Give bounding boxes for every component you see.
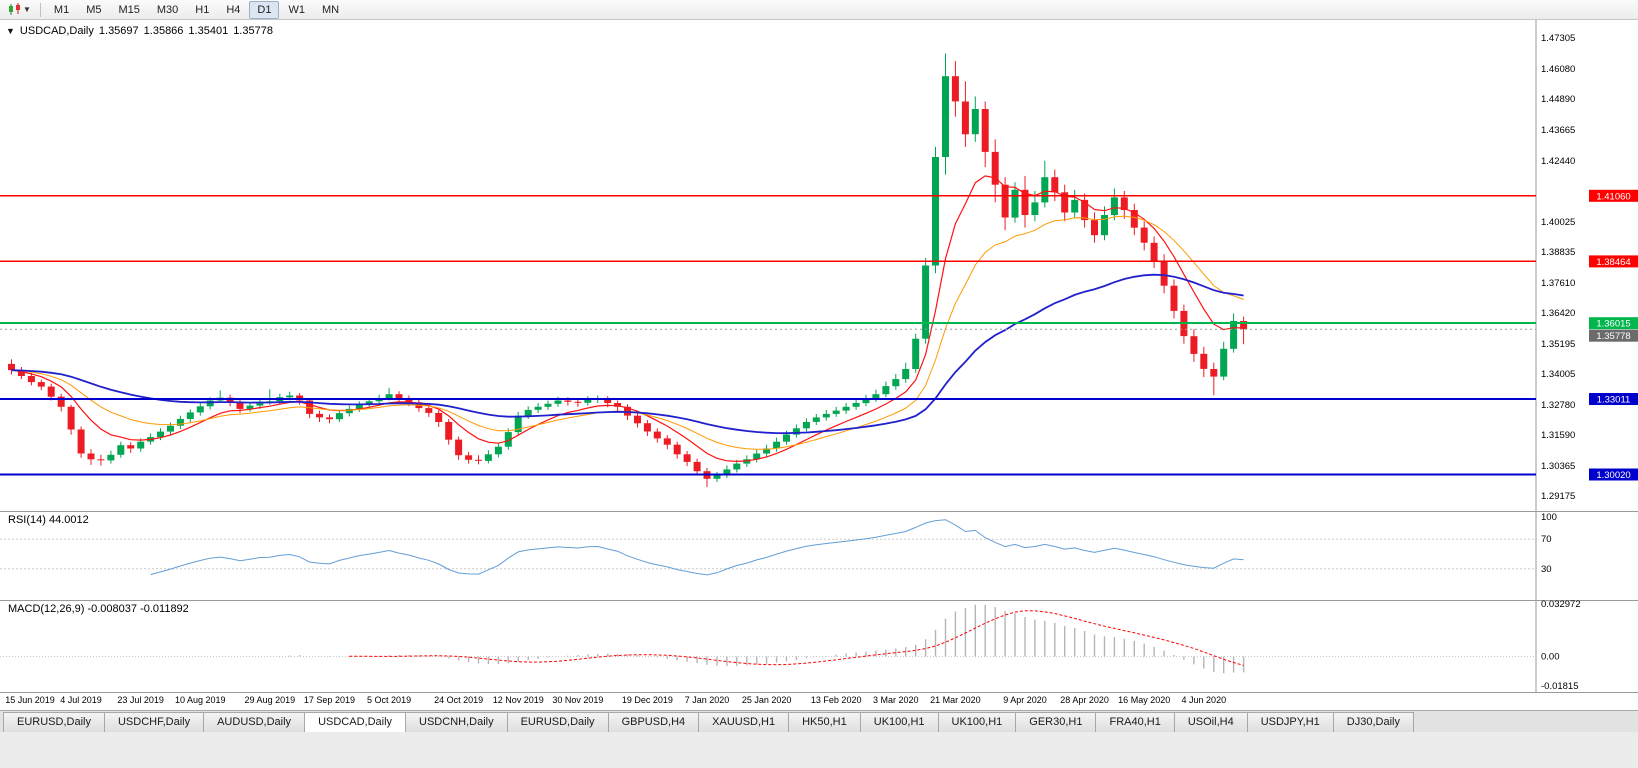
time-axis-label: 21 Mar 2020 [930,695,981,705]
rsi-indicator-label: RSI(14) 44.0012 [8,514,89,526]
timeframe-button-m30[interactable]: M30 [156,3,179,16]
svg-text:1.46080: 1.46080 [1541,64,1575,75]
svg-text:1.30020: 1.30020 [1596,470,1630,481]
time-axis-label: 19 Dec 2019 [621,695,673,705]
ohlc-open: 1.35697 [98,25,139,37]
time-axis[interactable]: 15 Jun 2019 4 Jul 2019 23 Jul 2019 10 Aug 2… [0,692,1638,710]
time-axis-label: 3 Mar 2020 [873,695,919,705]
ohlc-high: 1.35866 [143,25,184,37]
svg-text:1.36015: 1.36015 [1596,319,1630,330]
rsi-panel-canvas[interactable]: 100 70 30 [0,511,1638,600]
svg-text:1.43665: 1.43665 [1541,125,1575,136]
toolbar-separator [39,2,41,17]
time-axis-label: 10 Aug 2019 [175,695,226,705]
time-axis-label: 16 May 2020 [1118,695,1171,705]
timeframe-buttons: M1 M5 M15 M30 H1 H4 D1 W1 MN [46,0,347,19]
time-axis-label: 25 Jan 2020 [741,695,792,705]
time-axis-label: 13 Feb 2020 [810,695,862,705]
svg-text:1.36420: 1.36420 [1541,308,1575,319]
time-axis-label: 12 Nov 2019 [492,695,544,705]
time-axis-label: 29 Aug 2019 [244,695,296,705]
timeframe-toolbar: ▼ M1 M5 M15 M30 H1 H4 D1 W1 MN [0,0,1638,20]
chart-tab-eurusd-daily[interactable]: EURUSD,Daily [3,712,105,732]
svg-text:70: 70 [1541,534,1552,545]
timeframe-button-m1[interactable]: M1 [53,3,70,16]
timeframe-button-d1[interactable]: D1 [249,0,280,19]
svg-text:1.41060: 1.41060 [1596,191,1630,202]
time-axis-label: 4 Jun 2020 [1181,695,1227,705]
time-axis-label: 30 Nov 2019 [552,695,604,705]
ohlc-close: 1.35778 [233,25,273,37]
svg-text:-0.01815: -0.01815 [1541,681,1579,692]
svg-text:100: 100 [1541,512,1557,523]
svg-text:0.00: 0.00 [1541,652,1560,663]
svg-text:1.44890: 1.44890 [1541,94,1575,105]
chevron-down-icon: ▼ [23,4,31,14]
chart-tab-dj30-daily[interactable]: DJ30,Daily [1332,712,1414,732]
chart-tab-eurusd-daily[interactable]: EURUSD,Daily [506,712,609,732]
ohlc-low: 1.35401 [188,25,229,37]
time-axis-label: 15 Jun 2019 [5,695,55,705]
svg-text:1.42440: 1.42440 [1541,156,1575,167]
candlestick-chart-icon [9,3,20,15]
timeframe-button-m5[interactable]: M5 [86,3,102,16]
svg-text:1.40025: 1.40025 [1541,217,1575,228]
chart-tab-hk50-h1[interactable]: HK50,H1 [788,712,861,732]
status-area [0,732,1638,768]
timeframe-button-h1[interactable]: H1 [195,3,210,16]
svg-text:1.47305: 1.47305 [1541,33,1575,44]
time-axis-label: 9 Apr 2020 [1003,695,1047,705]
main-chart-canvas[interactable]: 1.47305 1.46080 1.44890 1.43665 1.42440 1.400… [0,20,1638,511]
time-axis-label: 5 Oct 2019 [367,695,412,705]
chart-tabs: EURUSD,Daily USDCHF,Daily AUDUSD,Daily USDC… [0,710,1638,732]
timeframe-button-mn[interactable]: MN [321,3,340,16]
time-axis-label: 17 Sep 2019 [303,695,355,705]
svg-text:30: 30 [1541,564,1552,575]
svg-text:1.33011: 1.33011 [1597,395,1631,406]
svg-text:1.35195: 1.35195 [1541,339,1575,350]
svg-text:1.35778: 1.35778 [1596,331,1630,342]
svg-text:1.38835: 1.38835 [1541,247,1575,258]
chart-tab-usdcad-daily[interactable]: USDCAD,Daily [304,712,407,732]
svg-text:1.31590: 1.31590 [1541,430,1575,441]
chart-type-dropdown[interactable]: ▼ [3,1,35,19]
chart-tab-usoil-h4[interactable]: USOil,H4 [1173,712,1248,732]
svg-text:1.32780: 1.32780 [1541,400,1575,411]
timeframe-button-w1[interactable]: W1 [288,3,305,16]
time-axis-label: 28 Apr 2020 [1060,695,1109,705]
chart-tab-audusd-daily[interactable]: AUDUSD,Daily [203,712,306,732]
time-axis-label: 4 Jul 2019 [60,695,102,705]
time-axis-label: 23 Jul 2019 [117,695,164,705]
timeframe-button-m15[interactable]: M15 [118,3,140,16]
svg-text:1.38464: 1.38464 [1596,257,1630,268]
macd-indicator-label: MACD(12,26,9) -0.008037 -0.011892 [8,603,189,615]
chart-tab-uk100-h1[interactable]: UK100,H1 [937,712,1017,732]
chart-tab-xauusd-h1[interactable]: XAUUSD,H1 [698,712,790,732]
svg-text:0.032972: 0.032972 [1541,600,1581,610]
chart-tab-ger30-h1[interactable]: GER30,H1 [1015,712,1097,732]
chart-tab-usdjpy-h1[interactable]: USDJPY,H1 [1246,712,1334,732]
time-axis-label: 7 Jan 2020 [684,695,730,705]
chart-window: 1.47305 1.46080 1.44890 1.43665 1.42440 1.400… [0,20,1638,710]
svg-text:1.37610: 1.37610 [1541,278,1575,289]
chart-tab-gbpusd-h4[interactable]: GBPUSD,H4 [607,712,700,732]
svg-text:1.30365: 1.30365 [1541,461,1575,472]
time-axis-label: 24 Oct 2019 [434,695,484,705]
macd-panel-canvas[interactable]: 0.032972 0.00 -0.01815 [0,600,1638,692]
svg-text:1.34005: 1.34005 [1541,369,1575,380]
svg-text:1.29175: 1.29175 [1541,491,1575,502]
chart-title-marker-icon[interactable]: ▼ [6,25,15,36]
chart-tab-usdchf-daily[interactable]: USDCHF,Daily [103,712,205,732]
chart-title: ▼ USDCAD,Daily 1.35697 1.35866 1.35401 1… [6,25,273,37]
chart-symbol-label: USDCAD,Daily [19,25,94,37]
chart-tab-usdcnh-daily[interactable]: USDCNH,Daily [405,712,508,732]
chart-tab-uk100-h1[interactable]: UK100,H1 [859,712,939,732]
chart-tab-fra40-h1[interactable]: FRA40,H1 [1095,712,1175,732]
timeframe-button-h4[interactable]: H4 [226,3,241,16]
